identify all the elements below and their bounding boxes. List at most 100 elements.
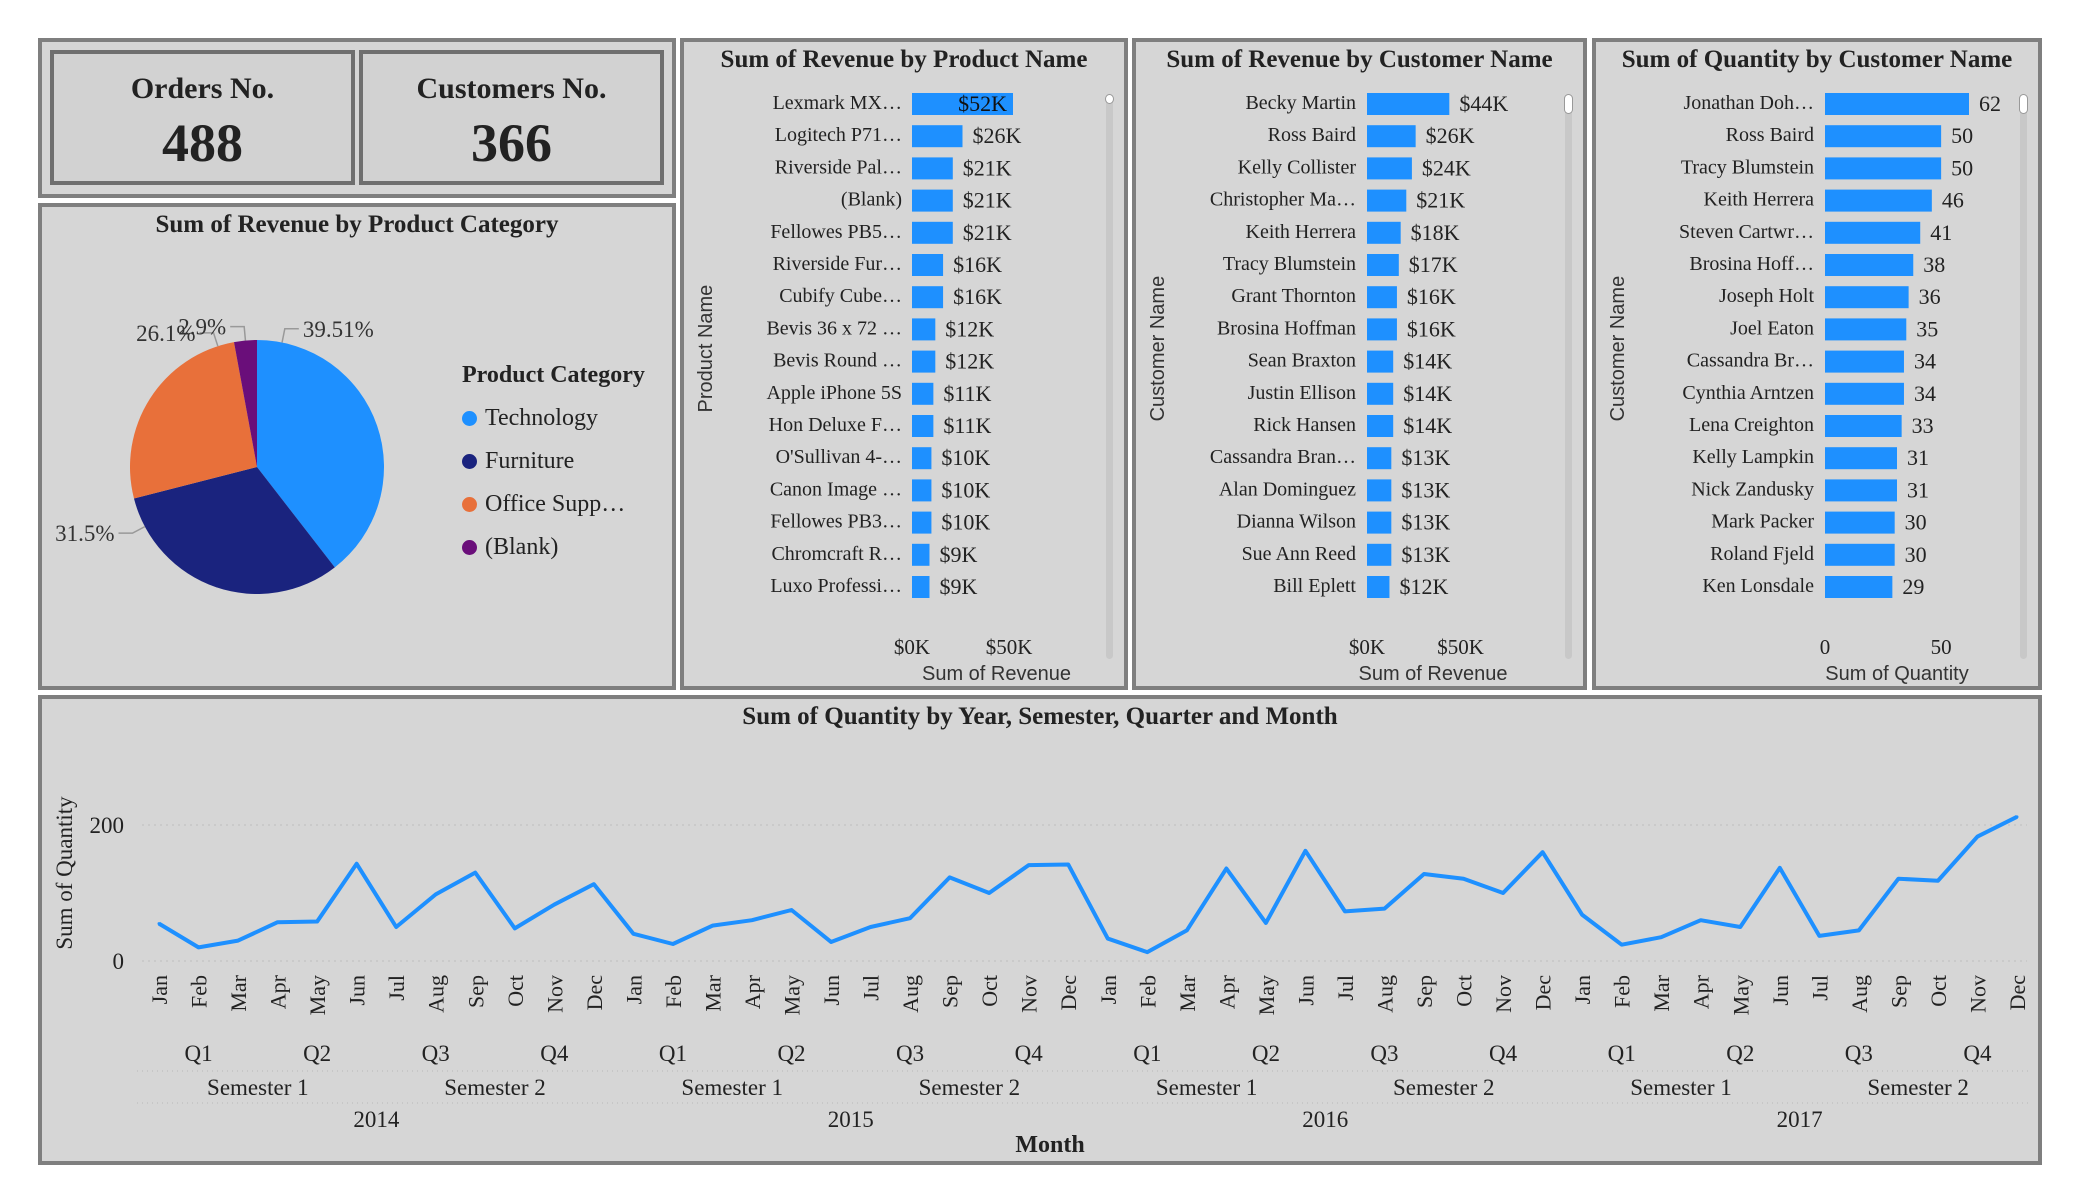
month-label: Oct: [1926, 975, 1951, 1007]
bar-category-label: Canon Image …: [770, 478, 902, 500]
legend-dot-icon: [462, 497, 477, 512]
line-point: [1778, 866, 1782, 870]
line-point: [1185, 928, 1189, 932]
month-label: Oct: [1452, 975, 1477, 1007]
bar: [1825, 93, 1969, 115]
timeline-title: Sum of Quantity by Year, Semester, Quart…: [742, 703, 1338, 730]
legend-item-office[interactable]: Office Supp…: [462, 483, 645, 526]
scrollbar[interactable]: [2019, 94, 2028, 659]
legend-dot-icon: [462, 411, 477, 426]
scroll-thumb[interactable]: [1105, 94, 1114, 104]
month-label: Jan: [621, 975, 646, 1004]
y-tick-label: 200: [90, 813, 125, 838]
line-point: [1817, 934, 1821, 938]
legend-item-blank[interactable]: (Blank): [462, 526, 645, 569]
month-label: Sep: [1412, 975, 1437, 1008]
bar-category-label: Lena Creighton: [1689, 414, 1814, 436]
line-point: [157, 922, 161, 926]
line-point: [1264, 921, 1268, 925]
x-axis-title: Sum of Revenue: [922, 663, 1071, 685]
bar-category-label: Brosina Hoffman: [1217, 317, 1356, 339]
legend-item-technology[interactable]: Technology: [462, 397, 645, 440]
legend-label: Furniture: [485, 448, 575, 474]
quarter-label: Q3: [1370, 1041, 1398, 1066]
bar-category-label: Cassandra Br…: [1687, 350, 1814, 372]
bar-data-label: 30: [1905, 542, 1927, 567]
bar: [912, 511, 932, 534]
bar: [912, 125, 963, 148]
bar-data-label: $10K: [941, 510, 990, 535]
bar: [1367, 254, 1399, 276]
month-label: Jun: [819, 975, 844, 1006]
scrollbar[interactable]: [1105, 94, 1114, 659]
bar-category-label: Ross Baird: [1268, 124, 1356, 146]
x-axis-title: Month: [1015, 1132, 1084, 1158]
line-point: [315, 920, 319, 924]
x-tick-label: 0: [1820, 635, 1831, 659]
bar-category-label: Christopher Ma…: [1210, 189, 1356, 211]
bar-data-label: 31: [1907, 445, 1929, 470]
bar-category-label: Grant Thornton: [1231, 285, 1356, 307]
year-label: 2014: [353, 1107, 400, 1132]
legend-item-furniture[interactable]: Furniture: [462, 440, 645, 483]
line-point: [631, 932, 635, 936]
bar-data-label: 34: [1914, 349, 1936, 374]
bar-category-label: Joel Eaton: [1730, 317, 1814, 339]
month-label: Aug: [424, 975, 449, 1013]
bar-category-label: Jonathan Doh…: [1683, 92, 1814, 114]
pie-chart: 39.51% 31.5% 26.1%2.9%: [55, 315, 384, 594]
y-axis-title: Customer Name: [1607, 276, 1629, 422]
x-tick-label: 50: [1931, 635, 1952, 659]
line-point: [1462, 877, 1466, 881]
y-axis-title: Customer Name: [1147, 276, 1169, 422]
bar-data-label: $13K: [1401, 445, 1450, 470]
pie-data-label: 26.1%: [136, 321, 195, 346]
bar-category-label: Brosina Hoff…: [1689, 253, 1814, 275]
month-label: Dec: [1056, 975, 1081, 1011]
bar-data-label: 62: [1979, 91, 2001, 116]
month-label: May: [1254, 975, 1279, 1015]
month-label: Feb: [661, 975, 686, 1008]
line-point: [355, 862, 359, 866]
bar-data-label: $9K: [939, 574, 977, 599]
bar-data-label: 35: [1916, 316, 1938, 341]
month-label: Mar: [700, 974, 725, 1011]
bar: [912, 382, 934, 405]
month-label: Jul: [1333, 975, 1358, 1001]
pie-data-label: 39.51%: [303, 317, 374, 342]
quarter-label: Q4: [1963, 1041, 1992, 1066]
bar-data-label: 46: [1942, 188, 1964, 213]
bar: [1367, 382, 1394, 405]
bar-data-label: 36: [1919, 284, 1941, 309]
pie-slice: [133, 467, 335, 594]
bar-category-label: Nick Zandusky: [1691, 478, 1814, 500]
pie-leader-line: [199, 332, 219, 347]
x-tick-label: $0K: [894, 635, 930, 659]
line-point: [1975, 835, 1979, 839]
line-point: [908, 916, 912, 920]
line-point: [750, 918, 754, 922]
bar: [1367, 93, 1450, 115]
bar: [1367, 286, 1397, 309]
scroll-thumb[interactable]: [1564, 94, 1573, 114]
scrollbar[interactable]: [1564, 94, 1573, 659]
bar-category-label: Rick Hansen: [1253, 414, 1356, 436]
line-point: [236, 939, 240, 943]
customer-revenue-panel: Sum of Revenue by Customer Name Becky Ma…: [1132, 38, 1587, 690]
bar: [1825, 189, 1932, 212]
month-label: Feb: [1610, 975, 1635, 1008]
quarter-label: Q4: [1015, 1041, 1044, 1066]
bar-data-label: $16K: [1407, 316, 1456, 341]
month-label: Aug: [1372, 975, 1397, 1013]
bar-category-label: Sean Braxton: [1248, 350, 1356, 372]
line-point: [829, 940, 833, 944]
month-label: Jun: [1293, 975, 1318, 1006]
bar-category-label: Keith Herrera: [1704, 189, 1815, 211]
bar-category-label: Dianna Wilson: [1237, 511, 1356, 533]
scroll-thumb[interactable]: [2019, 94, 2028, 114]
year-label: 2016: [1302, 1107, 1348, 1132]
legend-label: (Blank): [485, 534, 559, 560]
bar: [1825, 157, 1942, 180]
bar: [912, 254, 944, 276]
legend-dot-icon: [462, 540, 477, 555]
